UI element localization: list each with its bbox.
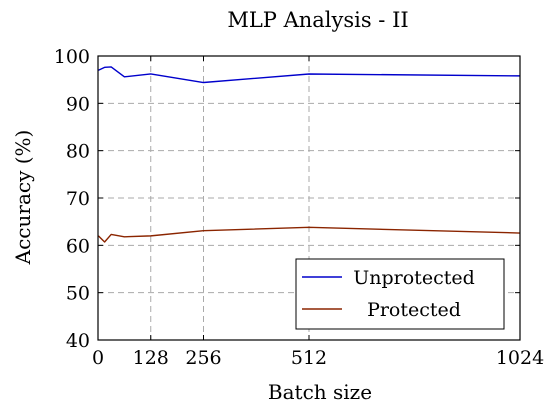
x-tick-label: 0	[92, 347, 104, 369]
y-axis-label: Accuracy (%)	[11, 130, 35, 266]
y-tick-label: 60	[66, 235, 90, 257]
series-line-protected	[97, 226, 521, 243]
series-line-unprotected	[98, 66, 521, 84]
x-tick-label: 128	[133, 347, 169, 369]
x-axis-label: Batch size	[268, 380, 372, 404]
legend-box	[295, 258, 505, 330]
x-tick-label: 1024	[496, 347, 544, 369]
legend-label: Protected	[367, 299, 461, 321]
y-tick-label: 40	[66, 330, 90, 352]
y-tick-label: 90	[66, 93, 90, 115]
chart-title: MLP Analysis - II	[227, 8, 408, 32]
y-tick-label: 70	[66, 188, 90, 210]
grid	[98, 56, 520, 340]
tick-labels: 0 128 256 512 1024 40 50 60 70 80 90 100	[54, 46, 544, 369]
legend: Unprotected Protected	[295, 258, 505, 330]
legend-label: Unprotected	[353, 267, 475, 289]
x-tick-label: 256	[185, 347, 221, 369]
series-layer	[97, 66, 521, 243]
y-tick-label: 100	[54, 46, 90, 68]
x-tick-label: 512	[291, 347, 327, 369]
ticks	[97, 55, 521, 341]
y-tick-label: 80	[66, 141, 90, 163]
y-tick-label: 50	[66, 283, 90, 305]
